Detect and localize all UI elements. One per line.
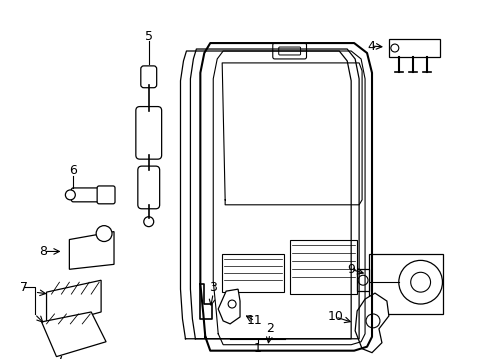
FancyBboxPatch shape bbox=[272, 43, 306, 59]
Bar bbox=[289, 239, 356, 294]
Circle shape bbox=[143, 217, 153, 227]
Text: 8: 8 bbox=[40, 245, 47, 258]
Text: 6: 6 bbox=[69, 163, 77, 176]
Circle shape bbox=[410, 272, 429, 292]
Circle shape bbox=[398, 260, 442, 304]
Text: 10: 10 bbox=[326, 310, 343, 323]
FancyBboxPatch shape bbox=[97, 186, 115, 204]
Bar bbox=[222, 255, 283, 292]
Text: 4: 4 bbox=[366, 40, 374, 53]
Text: 5: 5 bbox=[144, 30, 152, 42]
Text: 2: 2 bbox=[265, 322, 273, 336]
Bar bbox=[356, 269, 368, 291]
FancyBboxPatch shape bbox=[278, 47, 300, 55]
Polygon shape bbox=[69, 231, 114, 269]
FancyBboxPatch shape bbox=[136, 107, 162, 159]
Polygon shape bbox=[41, 312, 106, 357]
Polygon shape bbox=[46, 280, 101, 327]
Polygon shape bbox=[354, 293, 388, 353]
Text: 7: 7 bbox=[20, 281, 28, 294]
Circle shape bbox=[357, 275, 367, 285]
Circle shape bbox=[228, 300, 236, 308]
Polygon shape bbox=[218, 289, 240, 324]
FancyBboxPatch shape bbox=[138, 166, 160, 209]
Bar bbox=[388, 39, 440, 57]
Text: 1: 1 bbox=[253, 342, 261, 355]
FancyBboxPatch shape bbox=[141, 66, 156, 88]
Circle shape bbox=[390, 44, 398, 52]
FancyBboxPatch shape bbox=[71, 188, 103, 202]
Text: 11: 11 bbox=[246, 314, 262, 327]
Circle shape bbox=[65, 190, 75, 200]
Text: 9: 9 bbox=[346, 263, 354, 276]
Text: 3: 3 bbox=[209, 281, 217, 294]
Circle shape bbox=[366, 314, 379, 328]
Bar bbox=[368, 255, 443, 314]
Circle shape bbox=[96, 226, 112, 242]
